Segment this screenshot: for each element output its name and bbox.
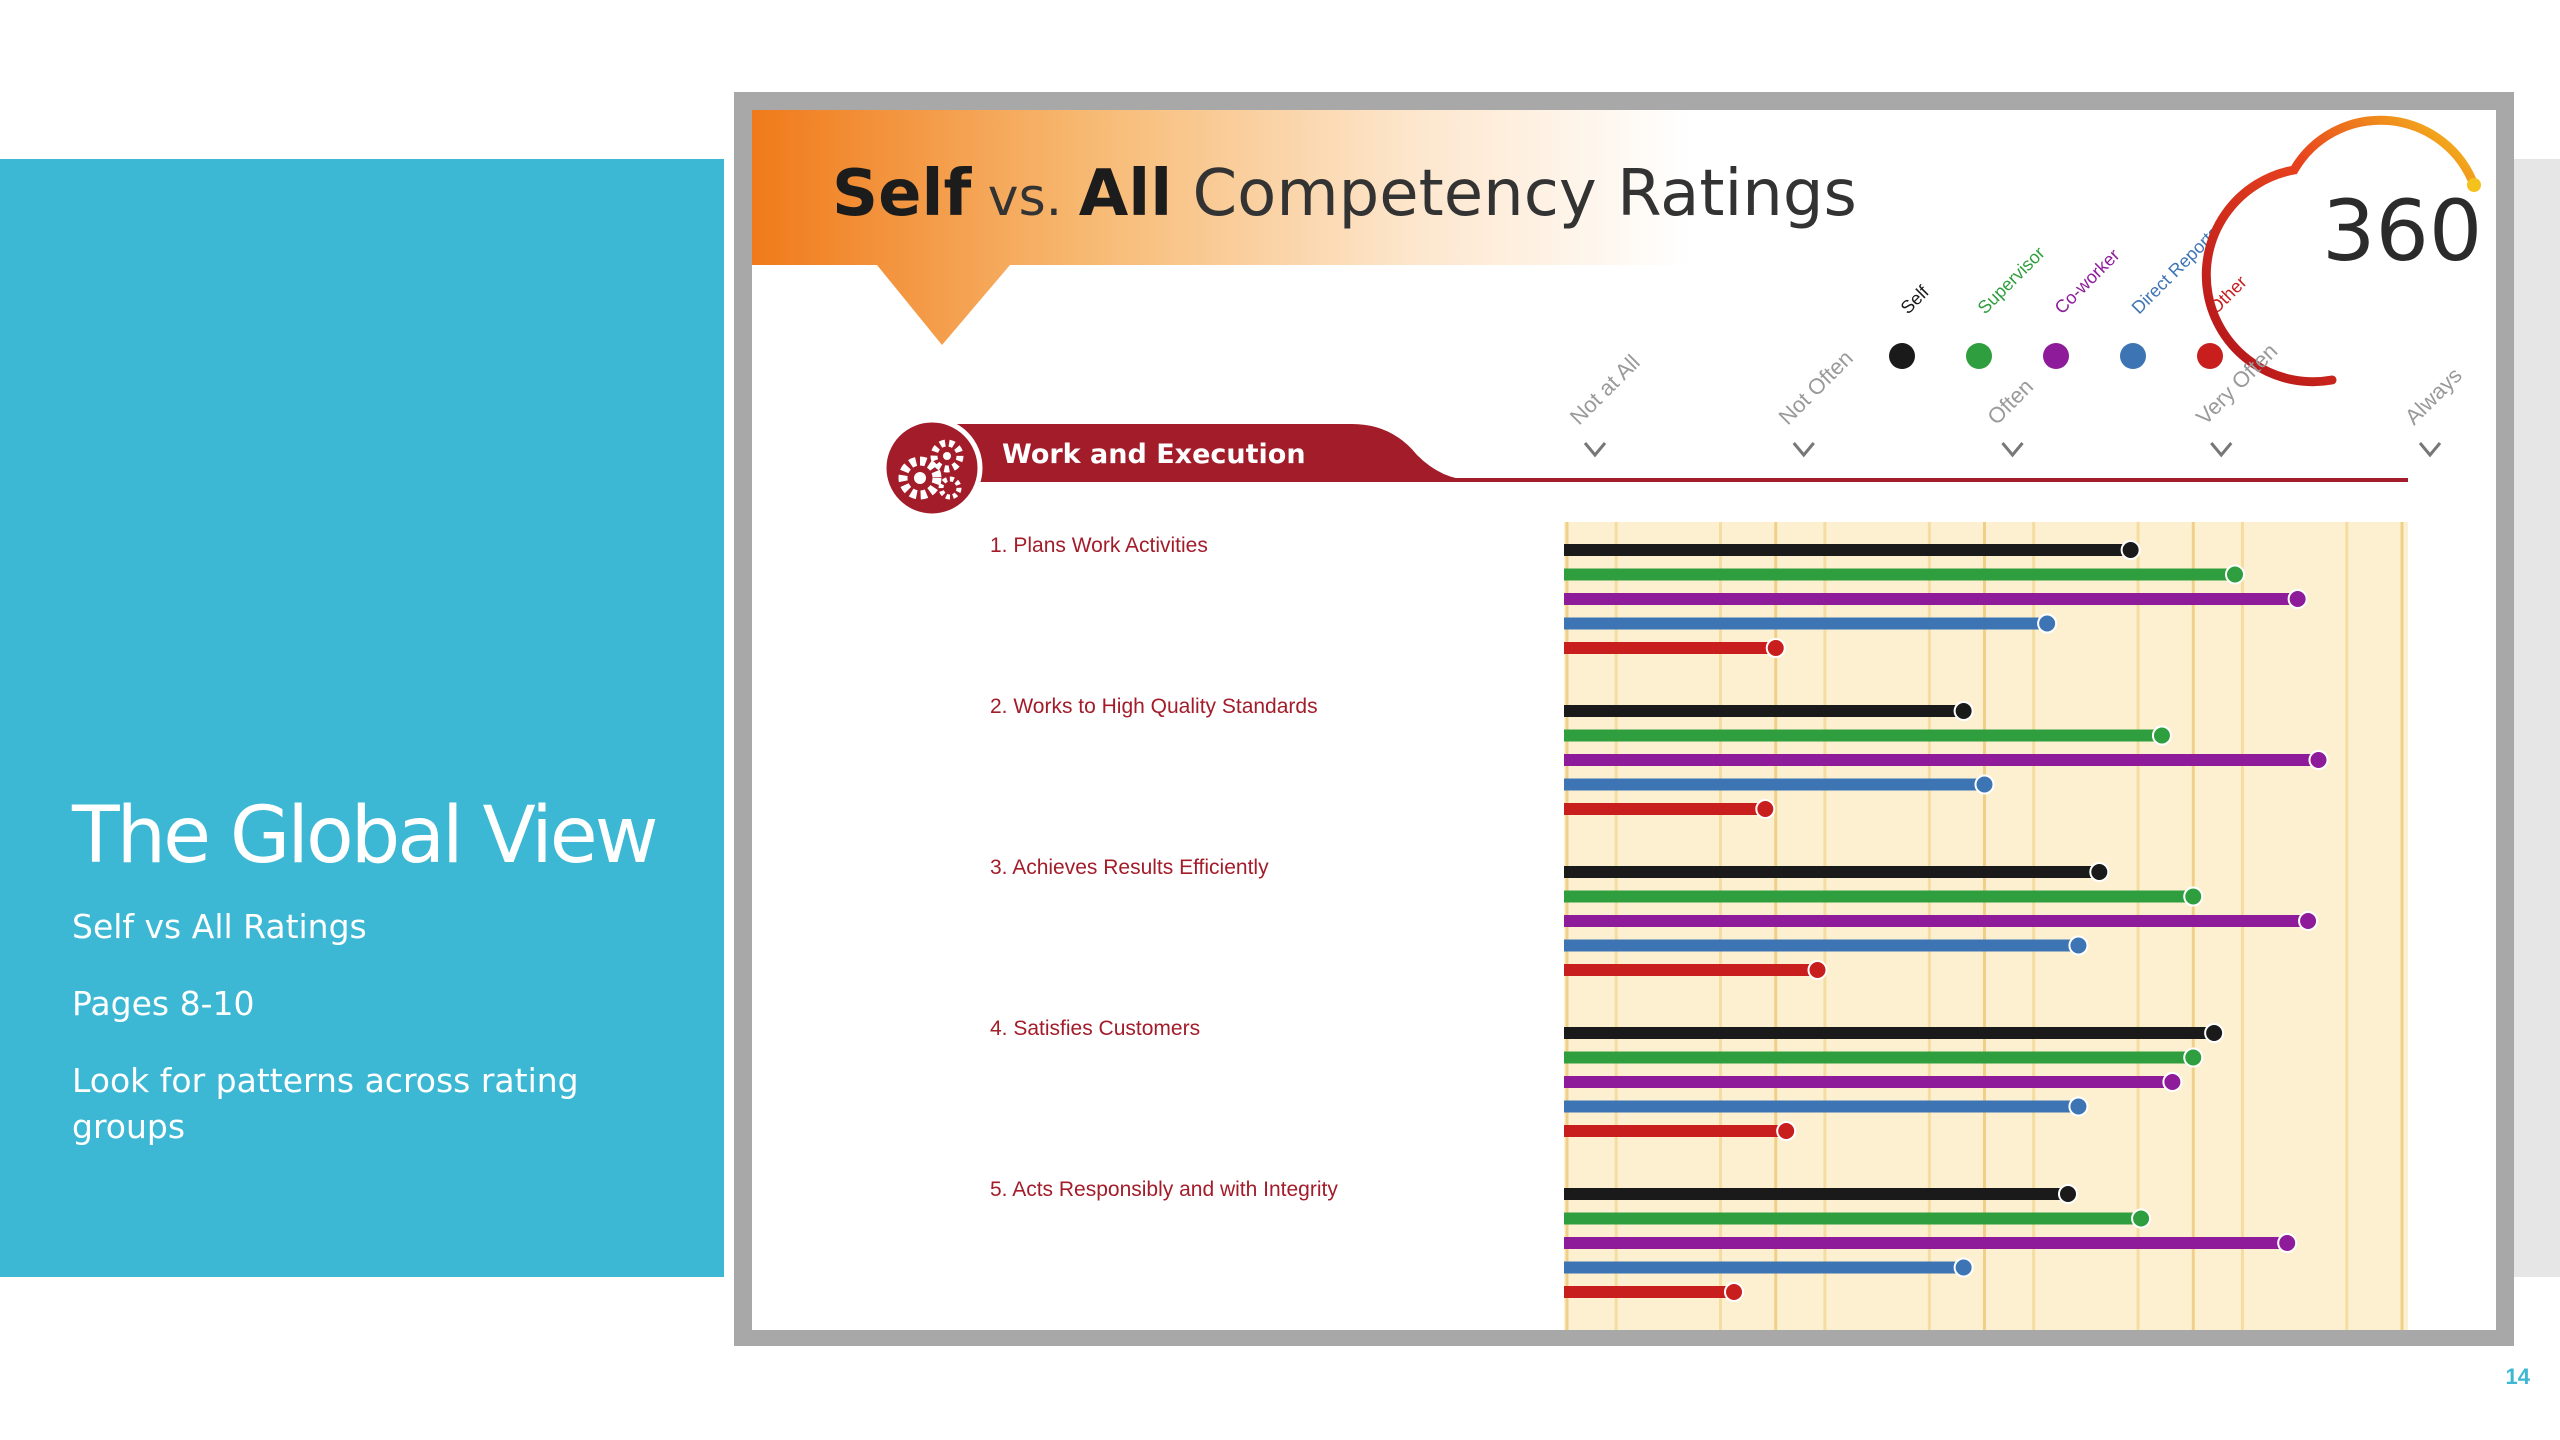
bar-end-marker bbox=[2068, 1096, 2089, 1117]
bar-end-marker bbox=[1776, 1121, 1797, 1141]
sidebar-panel: The Global View Self vs All Ratings Page… bbox=[0, 159, 724, 1277]
bar-supervisor bbox=[1564, 1212, 2142, 1225]
bar-co-worker bbox=[1564, 1076, 2173, 1088]
bar-other bbox=[1564, 642, 1776, 654]
bar-co-worker bbox=[1564, 915, 2309, 927]
bar-end-marker bbox=[2131, 1208, 2152, 1229]
competency-label-4: 4. Satisfies Customers bbox=[990, 1017, 1200, 1040]
bar-end-marker bbox=[2287, 589, 2308, 609]
slide-pages: Pages 8-10 bbox=[72, 984, 255, 1023]
bar-self bbox=[1564, 866, 2100, 878]
bar-end-marker bbox=[2183, 886, 2204, 907]
bar-co-worker bbox=[1564, 1237, 2288, 1249]
logo-text: 360 bbox=[2322, 182, 2482, 280]
report-title-rest: Competency Ratings bbox=[1172, 157, 1857, 231]
bar-end-marker bbox=[2204, 1023, 2225, 1043]
legend-dot-0 bbox=[1889, 343, 1915, 369]
legend-label-2: Co-worker bbox=[2051, 245, 2124, 318]
legend: Self Supervisor Co-worker Direct ReportsOth… bbox=[1889, 222, 2251, 369]
bar-other bbox=[1564, 1286, 1734, 1298]
title-banner bbox=[752, 110, 1692, 345]
bar-end-marker bbox=[2068, 935, 2089, 956]
report-figure: Self vs. All Competency Ratings Self Supe… bbox=[752, 110, 2482, 1330]
legend-dot-1 bbox=[1966, 343, 1992, 369]
slide-hint: Look for patterns across rating groups bbox=[72, 1061, 579, 1146]
slide-title: The Global View bbox=[72, 791, 659, 881]
report-title-self: Self bbox=[832, 157, 972, 231]
legend-label-0: Self bbox=[1897, 281, 1934, 318]
bar-end-marker bbox=[2037, 613, 2058, 634]
bar-other bbox=[1564, 964, 1818, 976]
bar-self bbox=[1564, 1027, 2215, 1039]
report-title-vs: vs. bbox=[971, 168, 1078, 228]
report-page: Self vs. All Competency Ratings Self Supe… bbox=[752, 110, 2496, 1330]
bar-end-marker bbox=[1807, 960, 1828, 980]
gears-icon bbox=[881, 417, 983, 519]
bar-end-marker bbox=[2277, 1233, 2298, 1253]
bar-co-worker bbox=[1564, 593, 2298, 605]
bar-end-marker bbox=[1953, 701, 1974, 721]
bar-end-marker bbox=[2298, 911, 2319, 931]
bar-end-marker bbox=[2058, 1184, 2078, 1204]
bar-supervisor bbox=[1564, 729, 2162, 742]
bar-end-marker bbox=[2308, 750, 2329, 770]
logo-dot bbox=[2467, 178, 2481, 192]
bar-end-marker bbox=[1755, 799, 1776, 819]
bar-self bbox=[1564, 1188, 2068, 1200]
bar-end-marker bbox=[1953, 1257, 1974, 1278]
scale-chevron-2 bbox=[2001, 442, 2024, 458]
bar-end-marker bbox=[2225, 564, 2245, 585]
bar-direct-reports bbox=[1564, 617, 2048, 630]
scale-chevron-3 bbox=[2210, 442, 2233, 458]
logo-arc bbox=[2201, 115, 2477, 387]
scale-label-1: Not Often bbox=[1774, 345, 1858, 429]
competency-label-5: 5. Acts Responsibly and with Integrity bbox=[990, 1178, 1338, 1201]
section-banner bbox=[952, 424, 1472, 480]
scale-label-0: Not at All bbox=[1565, 350, 1645, 430]
bar-direct-reports bbox=[1564, 939, 2079, 952]
section-title: Work and Execution bbox=[1002, 439, 1306, 470]
report-screenshot-frame: Self vs. All Competency Ratings Self Supe… bbox=[734, 92, 2514, 1346]
report-title-all: All bbox=[1079, 157, 1172, 231]
bar-end-marker bbox=[2151, 725, 2172, 746]
bar-other bbox=[1564, 1125, 1787, 1137]
bar-end-marker bbox=[2120, 540, 2141, 560]
bar-supervisor bbox=[1564, 568, 2235, 581]
legend-label-1: Supervisor bbox=[1974, 243, 2049, 318]
bar-end-marker bbox=[2183, 1047, 2204, 1068]
scale-label-4: Always bbox=[2400, 363, 2467, 430]
scale-label-2: Often bbox=[1982, 374, 2038, 430]
bar-chart: 1. Plans Work Activities 2. Works to High… bbox=[990, 534, 2329, 1302]
scale-chevron-4 bbox=[2418, 442, 2442, 458]
legend-dot-3 bbox=[2120, 343, 2146, 369]
bar-end-marker bbox=[1974, 774, 1995, 795]
bar-self bbox=[1564, 544, 2131, 556]
bar-end-marker bbox=[1724, 1282, 1744, 1302]
bar-direct-reports bbox=[1564, 1100, 2079, 1113]
scale-chevron-0 bbox=[1583, 442, 1607, 458]
bar-co-worker bbox=[1564, 754, 2319, 766]
competency-label-3: 3. Achieves Results Efficiently bbox=[990, 856, 1269, 879]
bar-self bbox=[1564, 705, 1964, 717]
legend-dot-2 bbox=[2043, 343, 2069, 369]
scale-chevron-1 bbox=[1792, 442, 1815, 458]
slide-number: 14 bbox=[2505, 1364, 2530, 1389]
competency-label-1: 1. Plans Work Activities bbox=[990, 534, 1208, 557]
slide-subtitle: Self vs All Ratings bbox=[72, 907, 367, 946]
bar-end-marker bbox=[1765, 638, 1786, 658]
bar-supervisor bbox=[1564, 890, 2194, 903]
bar-supervisor bbox=[1564, 1051, 2194, 1064]
bar-end-marker bbox=[2089, 862, 2110, 882]
bar-direct-reports bbox=[1564, 1261, 1964, 1274]
legend-dot-4 bbox=[2197, 343, 2223, 369]
bar-direct-reports bbox=[1564, 778, 1985, 791]
scale-header: Not at All Not Often Often Very Often Always bbox=[1565, 338, 2467, 458]
report-title: Self vs. All Competency Ratings bbox=[832, 157, 1857, 231]
bar-other bbox=[1564, 803, 1766, 815]
bar-end-marker bbox=[2162, 1072, 2183, 1092]
competency-label-2: 2. Works to High Quality Standards bbox=[990, 695, 1318, 718]
